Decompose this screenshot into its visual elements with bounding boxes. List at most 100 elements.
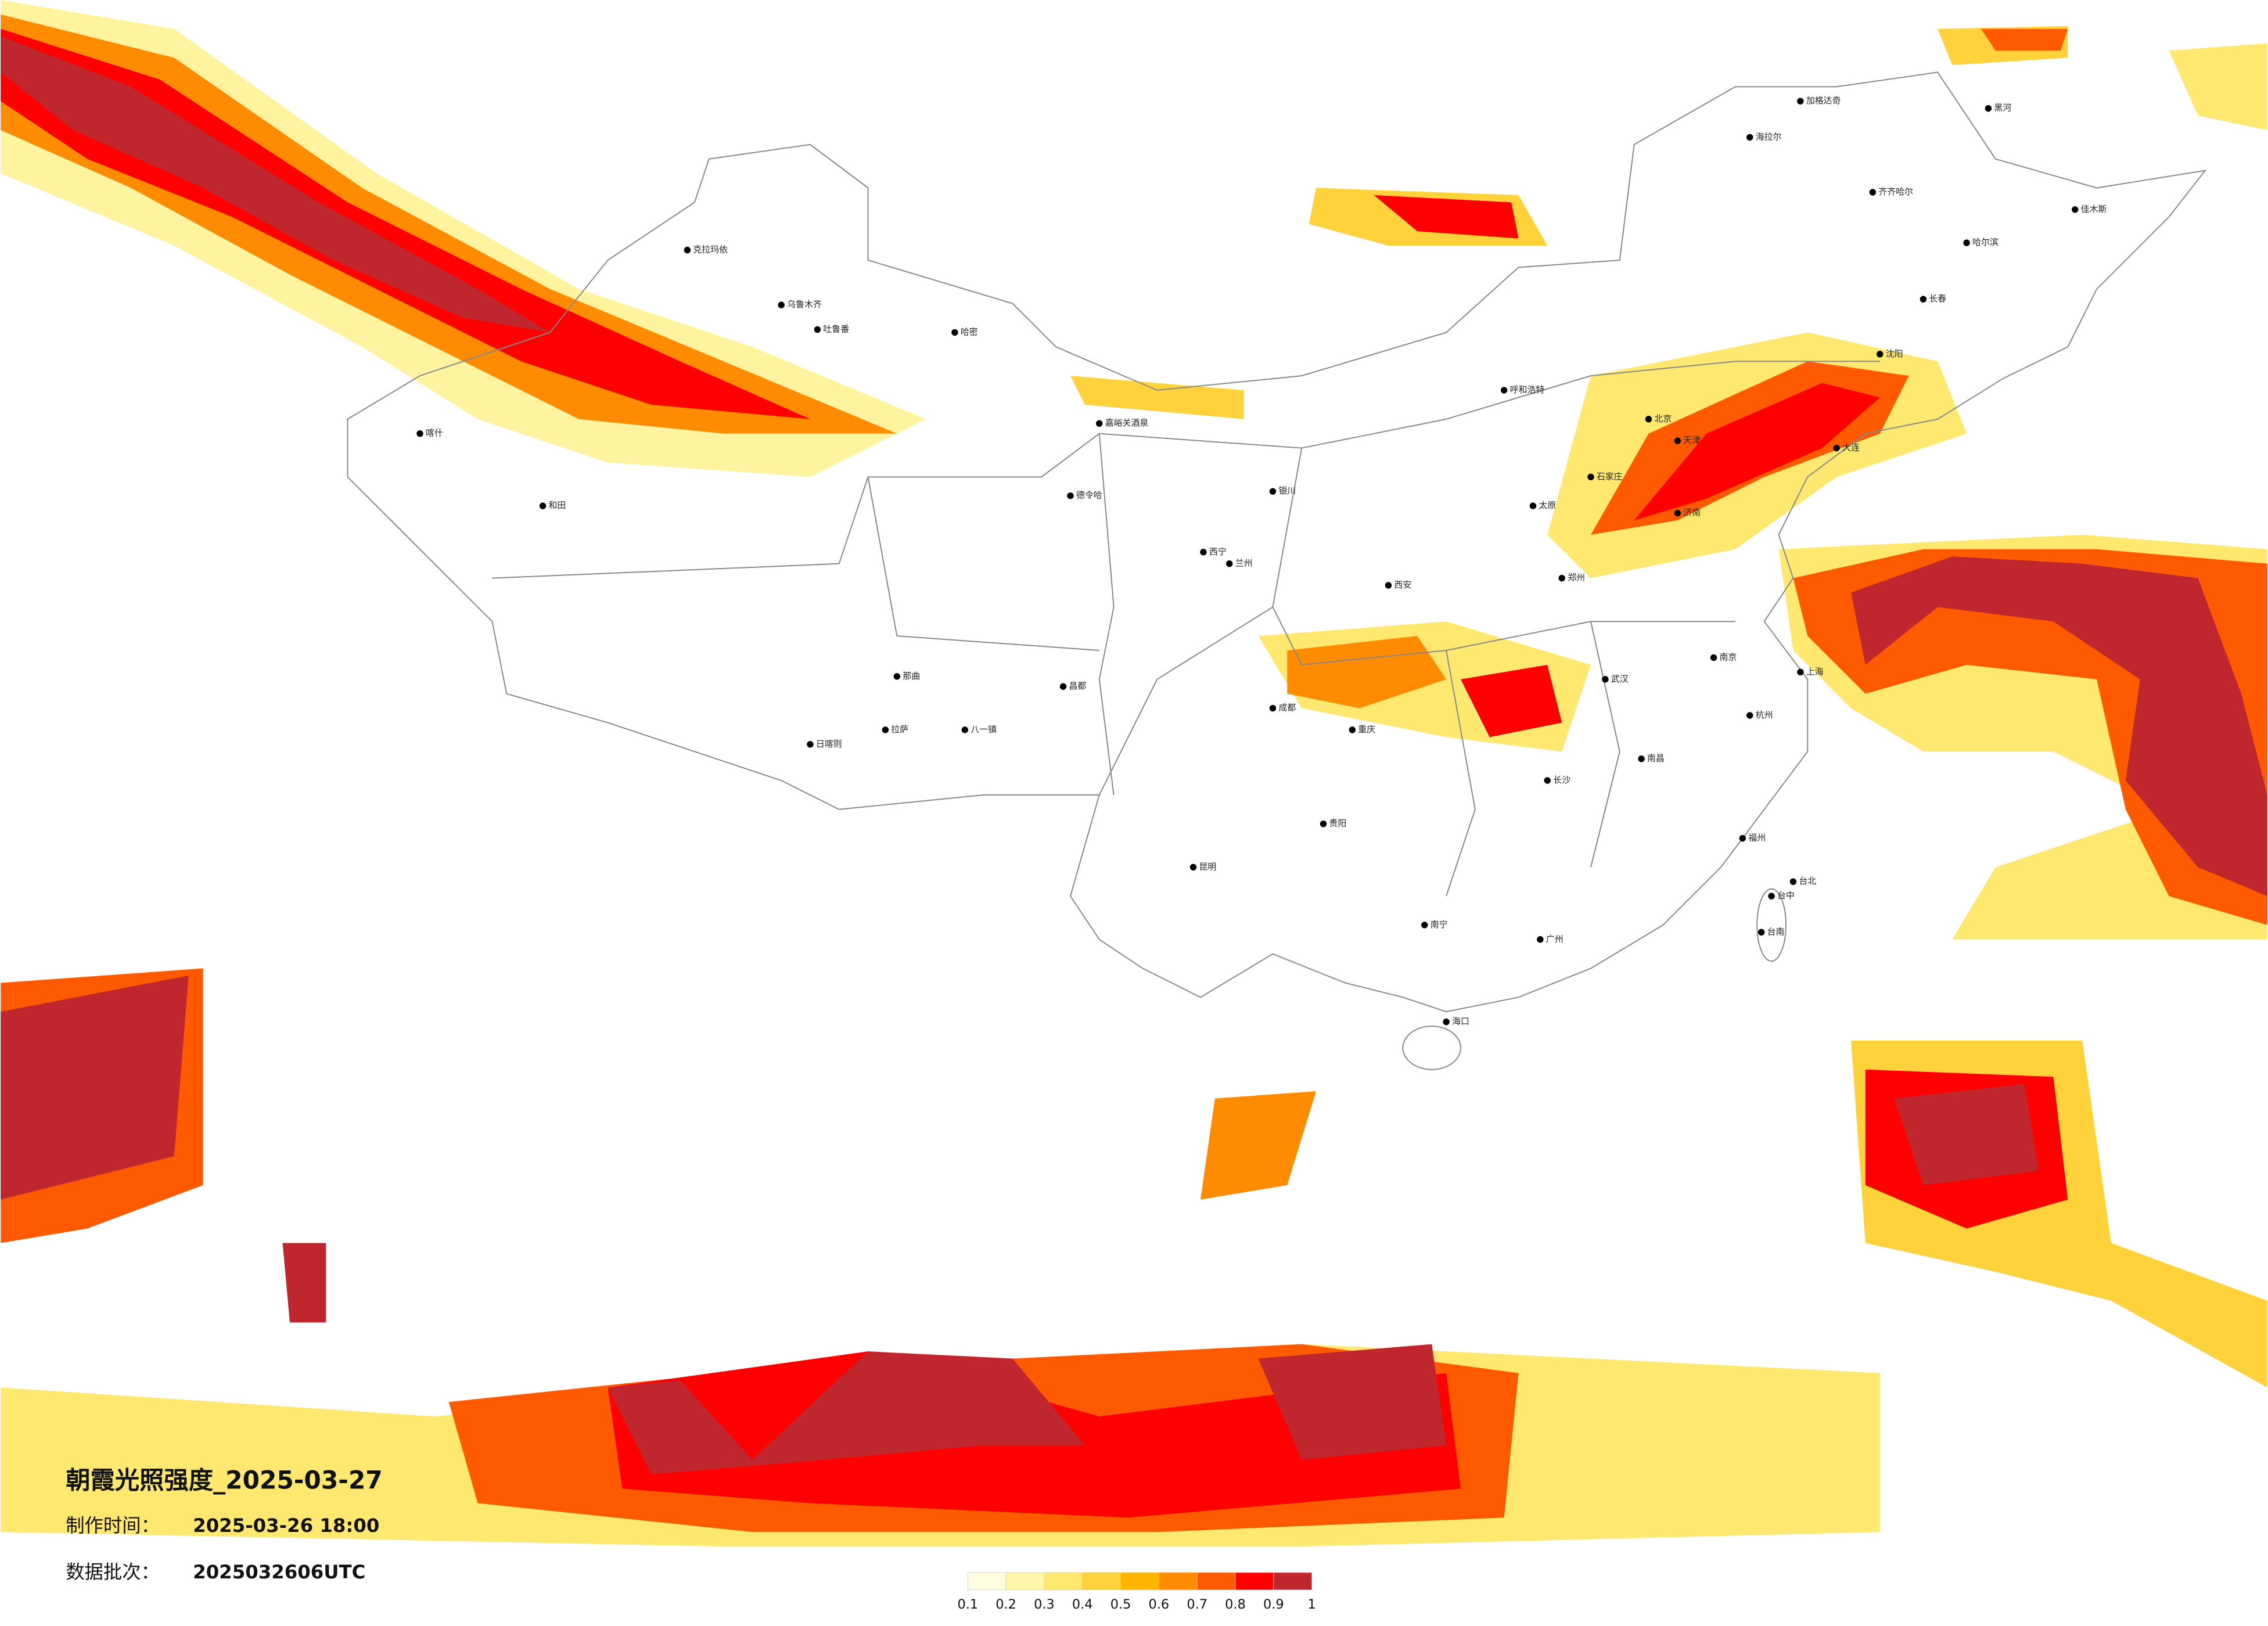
city-dot (1385, 582, 1392, 589)
city-label: 贵阳 (1329, 818, 1347, 829)
city-label: 海拉尔 (1756, 131, 1782, 142)
city-label: 广州 (1546, 934, 1563, 944)
city-dot (1645, 416, 1652, 423)
city-dot (893, 673, 901, 680)
city-label: 那曲 (903, 671, 920, 681)
city-dot (1500, 387, 1508, 394)
city-label: 长春 (1929, 293, 1946, 304)
legend-tick-label: 0.6 (1149, 1597, 1170, 1612)
city-label: 日喀则 (816, 739, 842, 749)
city-label: 拉萨 (891, 724, 908, 735)
city-dot (1757, 929, 1765, 936)
city-label: 杭州 (1756, 710, 1773, 720)
city-label: 南宁 (1430, 919, 1448, 930)
legend-swatch (1082, 1572, 1121, 1591)
legend-tick-label: 0.2 (995, 1597, 1016, 1612)
legend-tick-label: 0.9 (1263, 1597, 1284, 1612)
made-label: 制作时间： (66, 1515, 160, 1537)
city-dot (1869, 189, 1877, 196)
city-label: 乌鲁木齐 (787, 299, 822, 310)
city-dot (539, 502, 547, 509)
city-label: 嘉峪关酒泉 (1105, 418, 1149, 428)
city-label: 成都 (1278, 703, 1296, 713)
city-dot (1200, 549, 1207, 556)
city-label: 上海 (1806, 666, 1824, 677)
legend-swatch (967, 1572, 1007, 1591)
city-dot (951, 329, 958, 336)
city-label: 喀什 (426, 428, 443, 438)
city-label: 呼和浩特 (1510, 384, 1545, 395)
city-dot (1833, 444, 1840, 452)
legend-swatch (1005, 1572, 1045, 1591)
city-dot (1797, 98, 1804, 105)
city-label: 加格达奇 (1806, 95, 1841, 106)
city-label: 重庆 (1358, 724, 1375, 735)
city-label: 福州 (1748, 833, 1766, 843)
city-dot (1963, 239, 1970, 246)
city-dot (778, 301, 785, 308)
city-label: 八一镇 (971, 724, 997, 735)
city-dot (1059, 683, 1067, 690)
city-label: 克拉玛依 (693, 244, 728, 255)
city-dot (1985, 105, 1992, 112)
city-label: 郑州 (1568, 573, 1585, 583)
city-dot (1746, 134, 1753, 141)
legend-tick-label: 0.3 (1034, 1597, 1055, 1612)
city-label: 昆明 (1199, 861, 1217, 872)
city-label: 海口 (1452, 1016, 1469, 1027)
city-label: 德令哈 (1076, 490, 1102, 501)
city-label: 齐齐哈尔 (1878, 186, 1913, 197)
city-label: 沈阳 (1886, 348, 1903, 359)
city-dot (1320, 820, 1327, 828)
city-label: 北京 (1655, 413, 1672, 424)
city-dot (1096, 420, 1103, 427)
city-label: 昌都 (1069, 681, 1087, 691)
city-dot (684, 246, 691, 254)
city-dot (1226, 560, 1233, 567)
city-dot (1920, 296, 1927, 303)
city-dot (1674, 509, 1681, 517)
legend-swatch (1158, 1572, 1198, 1591)
legend-swatch (1273, 1572, 1313, 1591)
legend-tick-label: 0.4 (1072, 1597, 1093, 1612)
legend-swatch (1196, 1572, 1236, 1591)
city-label: 哈密 (961, 326, 978, 337)
city-dot (1797, 668, 1804, 676)
city-label: 佳木斯 (2081, 204, 2107, 214)
city-dot (961, 726, 969, 733)
city-label: 武汉 (1611, 674, 1629, 684)
city-dot (1587, 473, 1594, 481)
city-dot (1789, 878, 1797, 885)
batch: 2025032606UTC (193, 1561, 365, 1583)
city-dot (1710, 654, 1717, 661)
city-label: 南昌 (1647, 753, 1665, 764)
city-dot (1067, 492, 1074, 499)
city-dot (1269, 488, 1277, 495)
city-dot (814, 326, 821, 333)
city-label: 台北 (1799, 876, 1816, 886)
city-dot (1443, 1018, 1450, 1026)
legend-swatch (1120, 1572, 1159, 1591)
city-label: 黑河 (1994, 103, 2011, 113)
city-label: 兰州 (1235, 558, 1253, 569)
city-label: 台中 (1777, 890, 1795, 901)
legend-swatch (1044, 1572, 1083, 1591)
city-label: 大连 (1842, 443, 1860, 453)
city-dot (1739, 834, 1746, 842)
city-dot (2072, 206, 2079, 213)
city-dot (1558, 574, 1565, 582)
city-dot (882, 726, 889, 733)
legend-tick-label: 0.8 (1225, 1597, 1246, 1612)
legend-swatch (1235, 1572, 1274, 1591)
city-label: 南京 (1720, 652, 1737, 662)
heat-layer (1, 0, 2267, 1547)
city-label: 和田 (549, 500, 566, 510)
city-dot (1189, 864, 1197, 871)
city-label: 西宁 (1209, 546, 1227, 557)
city-dot (1638, 755, 1645, 762)
city-dot (416, 430, 423, 437)
city-label: 西安 (1394, 580, 1412, 590)
city-dot (1529, 502, 1537, 509)
city-label: 台南 (1767, 926, 1785, 937)
